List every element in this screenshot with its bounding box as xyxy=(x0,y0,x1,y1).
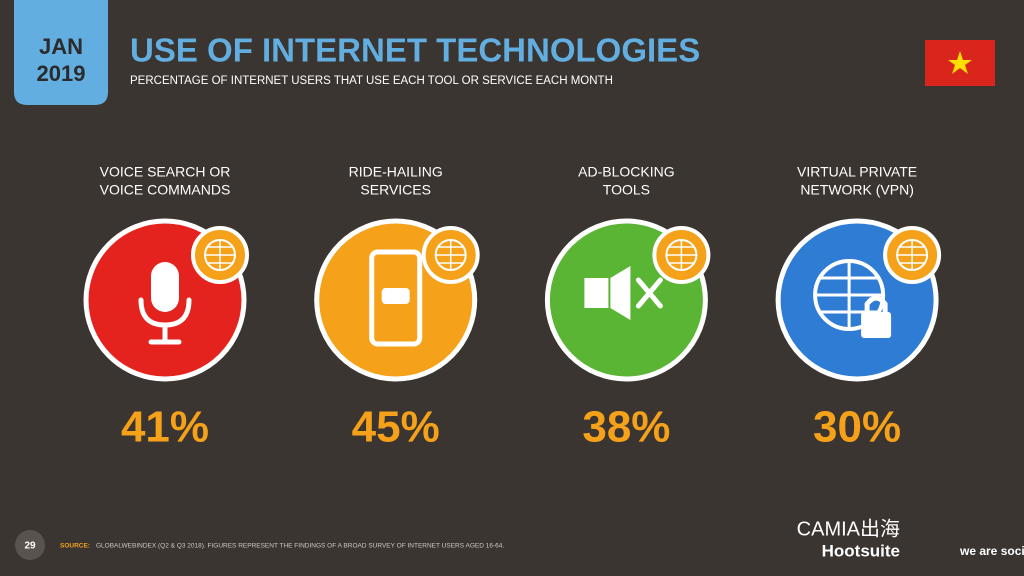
watermark: CAMIA出海 xyxy=(797,517,900,540)
icon-lock xyxy=(861,312,892,338)
badge-year: 2019 xyxy=(37,61,86,86)
flag-star xyxy=(948,51,972,74)
item-label: SERVICES xyxy=(360,182,431,198)
flag xyxy=(925,40,995,86)
icon-lock-shackle xyxy=(864,295,888,315)
icon-mic-stand xyxy=(138,297,192,345)
source-text: GLOBALWEBINDEX (Q2 & Q3 2018). FIGURES R… xyxy=(96,543,504,550)
item-value: 41% xyxy=(121,403,209,452)
items: VOICE SEARCH OR VOICE COMMANDS 41% RIDE-HAI… xyxy=(83,164,942,452)
page-number: 29 xyxy=(24,541,36,552)
subtitle: PERCENTAGE OF INTERNET USERS THAT USE EA… xyxy=(130,75,613,87)
page-circle xyxy=(15,530,45,560)
globe-badge-lines xyxy=(897,240,928,270)
item-label: TOOLS xyxy=(603,182,650,198)
item-label: VIRTUAL PRIVATE xyxy=(797,164,917,180)
globe-badge-lines xyxy=(666,240,697,270)
icon-mic xyxy=(151,262,179,312)
badge-month: JAN xyxy=(39,34,83,59)
icon-phone xyxy=(369,249,423,347)
globe-badge-lines xyxy=(435,240,466,270)
item-label: VOICE COMMANDS xyxy=(100,182,231,198)
item-value: 30% xyxy=(813,403,901,452)
item-value: 38% xyxy=(582,403,670,452)
item-label: VOICE SEARCH OR xyxy=(100,164,231,180)
date-badge xyxy=(14,0,108,105)
item-label: RIDE-HAILING xyxy=(349,164,443,180)
title: USE OF INTERNET TECHNOLOGIES xyxy=(130,32,700,69)
icon-globe-lines xyxy=(813,259,885,331)
icon-cross xyxy=(635,277,663,309)
item-label: AD-BLOCKING xyxy=(578,164,674,180)
source-label: SOURCE: xyxy=(60,543,90,550)
wearesocial-logo: we are social xyxy=(959,544,1024,558)
globe-badge-lines xyxy=(205,240,235,270)
icon-car xyxy=(381,288,410,304)
hootsuite-logo: Hootsuite xyxy=(822,541,900,560)
item-value: 45% xyxy=(352,403,440,452)
icon-megaphone-cone xyxy=(610,266,631,320)
item-label: NETWORK (VPN) xyxy=(800,182,914,198)
icon-megaphone xyxy=(584,278,609,308)
